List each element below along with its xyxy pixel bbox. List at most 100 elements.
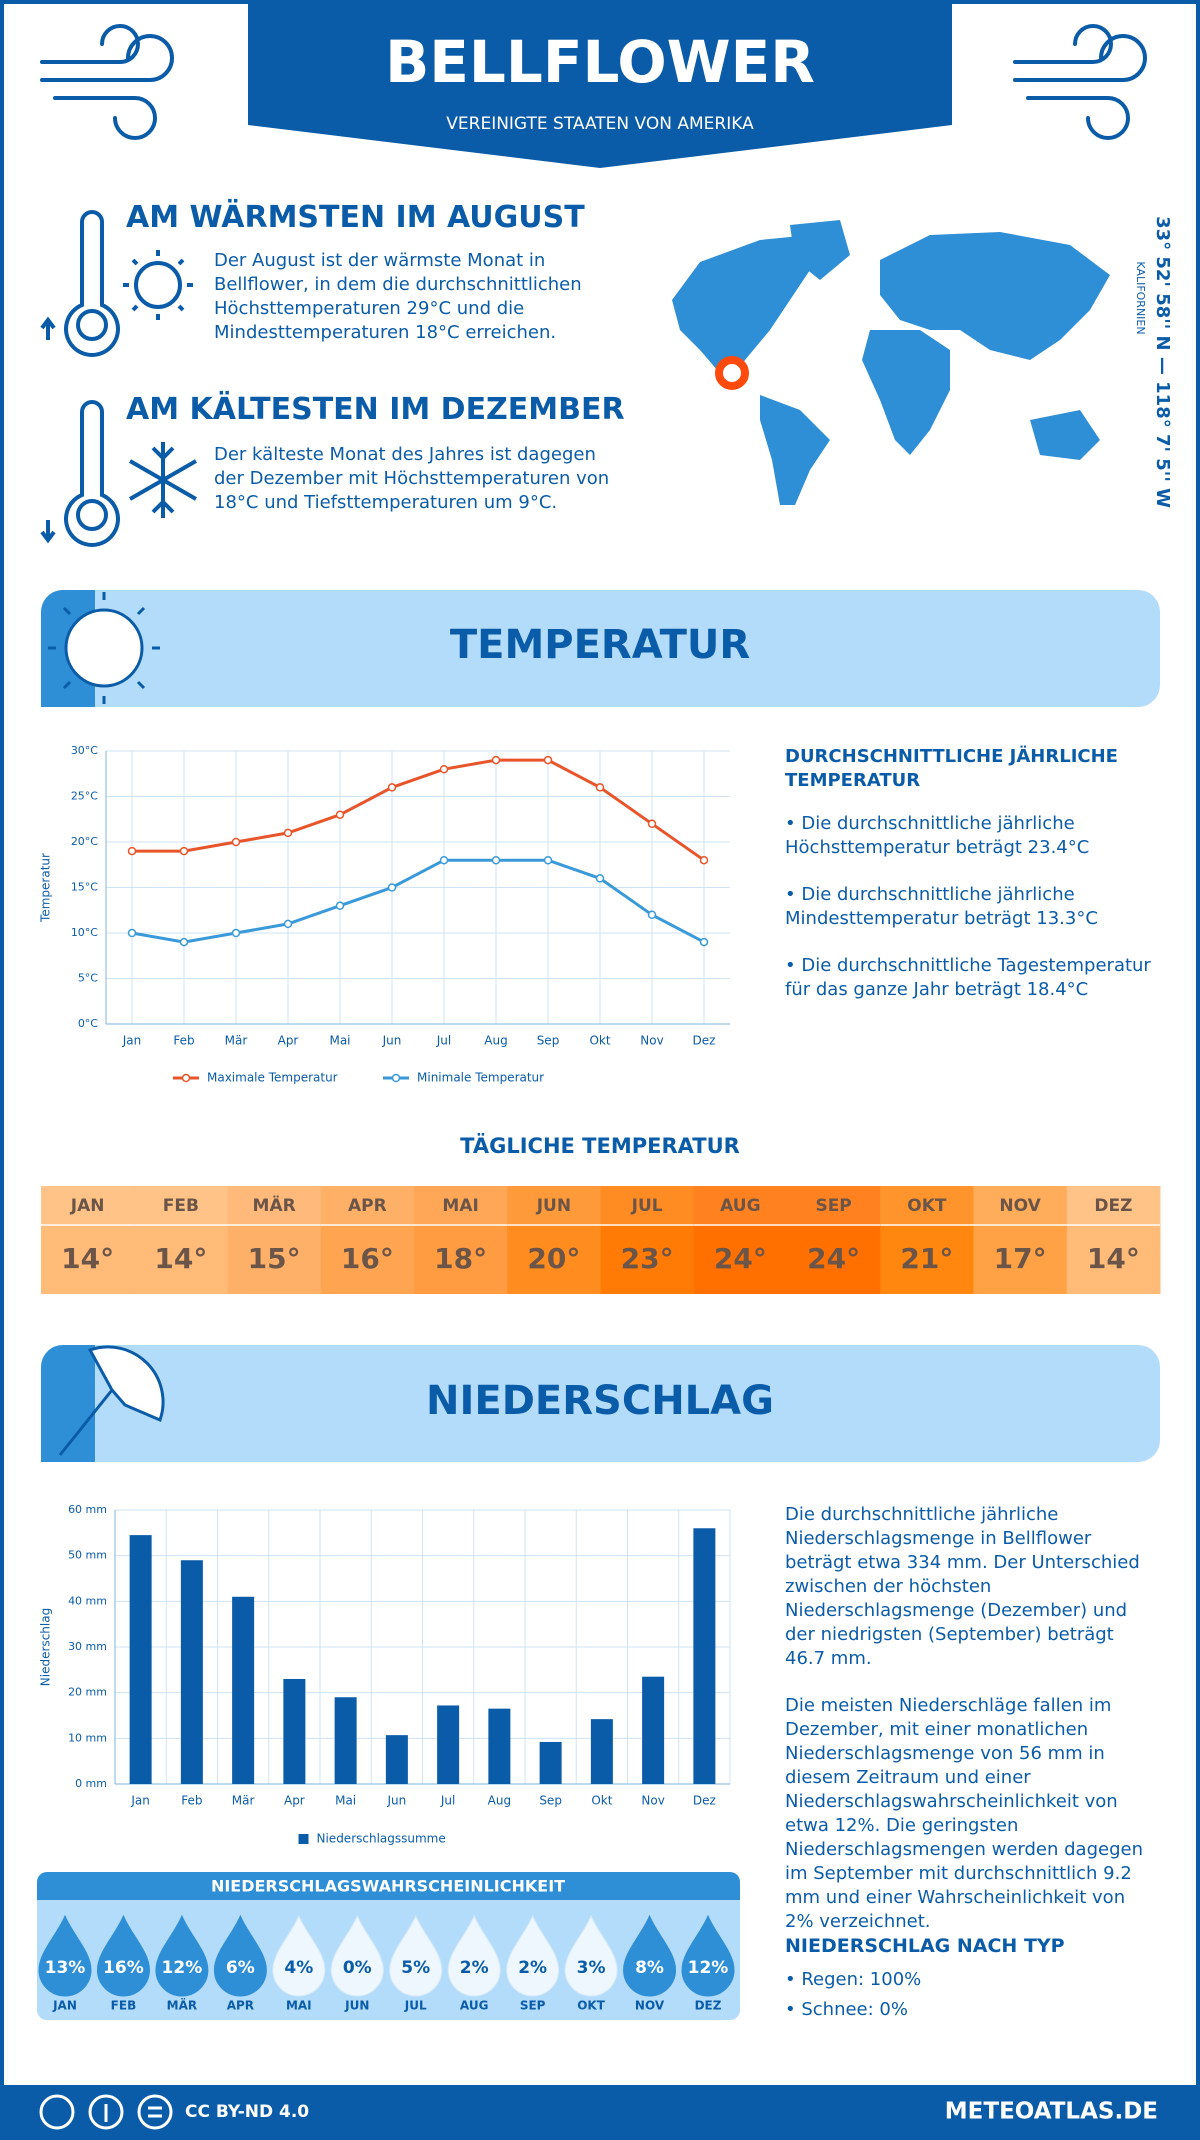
bar (385, 1735, 408, 1784)
probability-month: FEB (111, 1999, 137, 2013)
y-axis-label: Niederschlag (39, 1608, 53, 1686)
point (647, 819, 657, 829)
point (543, 855, 553, 865)
month-header (1066, 1186, 1161, 1224)
sun-icon (48, 592, 160, 704)
y-tick-label: 20 mm (68, 1686, 107, 1699)
bar (693, 1528, 716, 1784)
drop (447, 1914, 501, 1997)
point (699, 937, 709, 947)
probability-month: DEZ (695, 1999, 722, 2013)
line (132, 758, 705, 862)
month-header (227, 1186, 322, 1224)
point (127, 928, 137, 938)
probability-month: AUG (460, 1999, 489, 2013)
coldest-text: Der kälteste Monat des Jahres ist dagege… (214, 444, 610, 513)
point (127, 846, 137, 856)
x-tick-label: Aug (488, 1794, 511, 1808)
license: CC BY-ND 4.0 (185, 2102, 309, 2122)
license-icons (39, 2094, 173, 2130)
point (231, 837, 241, 847)
y-tick-label: 10°C (71, 926, 98, 939)
probability-value: 16% (103, 1958, 144, 1978)
month-label: APR (348, 1196, 387, 1216)
summary-bullet: • Die durchschnittliche jährliche Höchst… (785, 813, 1090, 858)
month-header (320, 1186, 415, 1224)
drop (506, 1914, 560, 1997)
probability-value: 2% (460, 1958, 489, 1978)
legend-swatch (298, 1834, 309, 1844)
bar (539, 1741, 562, 1784)
probability-month: OKT (577, 1999, 606, 2013)
temperature-banner (41, 590, 1160, 707)
month-label: JUL (631, 1196, 663, 1216)
type-title: NIEDERSCHLAG NACH TYP (785, 1935, 1065, 1957)
month-cell (973, 1186, 1068, 1294)
x-tick-label: Dez (693, 1034, 716, 1048)
point (231, 928, 241, 938)
month-label: MAI (442, 1196, 478, 1216)
drop (213, 1914, 267, 1997)
month-label: NOV (999, 1196, 1041, 1216)
x-tick-label: Jun (387, 1794, 407, 1808)
y-tick-label: 0°C (78, 1017, 98, 1030)
month-header (414, 1186, 508, 1224)
y-tick-label: 60 mm (68, 1503, 107, 1516)
type-bullet: • Regen: 100% (785, 1969, 922, 1990)
probability-month: JAN (52, 1999, 77, 2013)
month-label: OKT (907, 1196, 947, 1216)
y-tick-label: 50 mm (68, 1549, 107, 1562)
point (491, 755, 501, 765)
y-tick-label: 20°C (71, 835, 98, 848)
probability-month: NOV (635, 1999, 665, 2013)
daily-value: 24° (807, 1242, 860, 1275)
x-tick-label: Apr (278, 1034, 299, 1048)
daily-value: 18° (434, 1242, 487, 1275)
point (491, 855, 501, 865)
month-cell (880, 1186, 974, 1294)
month-header (693, 1186, 788, 1224)
bar (642, 1676, 665, 1784)
month-label: JUN (536, 1196, 571, 1216)
y-tick-label: 30 mm (68, 1640, 107, 1653)
region: KALIFORNIEN (1134, 261, 1147, 334)
month-header (134, 1186, 228, 1224)
bar (180, 1560, 203, 1784)
drop (564, 1914, 618, 1997)
world-map (672, 220, 1110, 505)
month-header (973, 1186, 1068, 1224)
bar (283, 1678, 306, 1784)
month-label: SEP (815, 1196, 851, 1216)
y-tick-label: 0 mm (75, 1777, 107, 1790)
coordinates: 33° 52' 58'' N — 118° 7' 5'' W (1152, 216, 1173, 508)
drop (389, 1914, 443, 1997)
drop (155, 1914, 209, 1997)
month-header (41, 1186, 135, 1224)
x-tick-label: Jan (122, 1034, 142, 1048)
x-tick-label: Jun (382, 1034, 402, 1048)
month-label: JAN (70, 1196, 105, 1216)
y-tick-label: 25°C (71, 790, 98, 803)
daily-value: 20° (527, 1242, 580, 1275)
daily-value: 16° (341, 1242, 394, 1275)
drop (623, 1914, 677, 1997)
x-tick-label: Dez (693, 1794, 716, 1808)
y-tick-label: 15°C (71, 881, 98, 894)
precip-banner (41, 1345, 1160, 1462)
y-tick-label: 5°C (78, 972, 98, 985)
daily-value: 23° (621, 1242, 674, 1275)
point (387, 783, 397, 792)
x-tick-label: Sep (537, 1034, 560, 1048)
probability-month: SEP (520, 1999, 546, 2013)
probability-box (37, 1872, 740, 2020)
point (647, 910, 657, 920)
city-title: BELLFLOWER (385, 28, 815, 96)
probability-value: 8% (635, 1958, 664, 1978)
month-cell (320, 1186, 415, 1294)
x-tick-label: Aug (484, 1034, 507, 1048)
probability-value: 4% (284, 1958, 313, 1978)
umbrella-icon (58, 1345, 165, 1456)
probability-value: 0% (343, 1958, 372, 1978)
